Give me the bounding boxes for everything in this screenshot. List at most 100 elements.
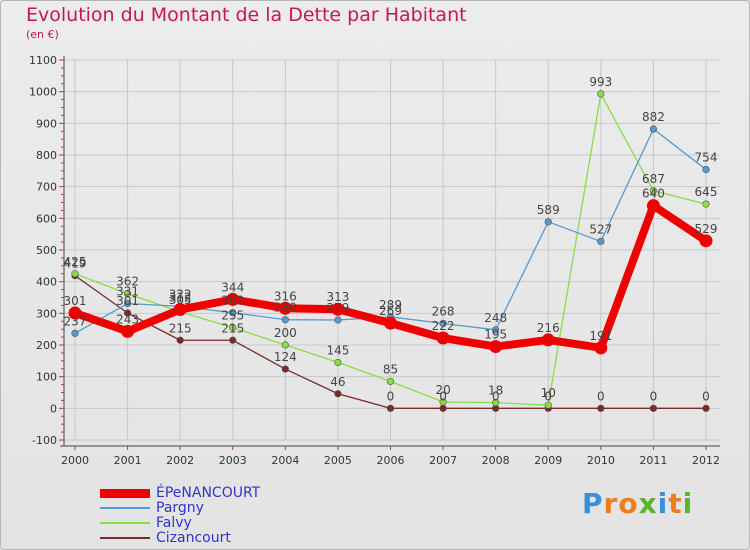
x-tick-label: 2012 xyxy=(692,454,720,467)
data-label: 645 xyxy=(695,185,718,199)
x-tick-label: 2001 xyxy=(114,454,142,467)
data-point xyxy=(71,329,79,337)
y-tick-label: 600 xyxy=(36,212,57,225)
data-label: 124 xyxy=(274,350,297,364)
y-tick-label: 200 xyxy=(36,339,57,352)
data-label: 243 xyxy=(116,312,139,326)
logo-letter: i xyxy=(682,487,694,520)
x-tick-label: 2009 xyxy=(534,454,562,467)
data-point xyxy=(281,365,289,373)
data-label: 200 xyxy=(274,326,297,340)
data-label: 0 xyxy=(439,389,447,403)
x-tick-label: 2005 xyxy=(324,454,352,467)
data-point xyxy=(176,336,184,344)
data-point xyxy=(492,399,500,407)
data-label: 301 xyxy=(64,294,87,308)
data-label: 527 xyxy=(589,222,612,236)
data-label: 419 xyxy=(64,257,87,271)
chart-title: Evolution du Montant de la Dette par Hab… xyxy=(26,4,467,26)
x-tick-label: 2003 xyxy=(219,454,247,467)
y-tick-label: 1000 xyxy=(29,86,57,99)
data-point xyxy=(229,323,237,332)
data-point xyxy=(123,290,132,298)
data-label: 20 xyxy=(435,383,450,397)
logo-letter: x xyxy=(638,487,658,520)
data-label: 10 xyxy=(541,386,556,400)
data-point xyxy=(436,331,450,345)
data-label: 993 xyxy=(589,75,612,89)
data-label: 0 xyxy=(597,389,605,403)
data-label: 312 xyxy=(169,291,192,305)
data-point xyxy=(649,404,658,412)
data-label: 331 xyxy=(116,285,139,299)
legend-label: Falvy xyxy=(156,515,192,531)
y-tick-label: 400 xyxy=(36,276,57,289)
legend-swatch xyxy=(100,488,150,498)
logo-letter: r xyxy=(603,487,619,520)
data-label: 589 xyxy=(537,203,560,217)
y-tick-label: 0 xyxy=(50,402,57,415)
data-label-layer: 301 243 312 344 316 313 269 222 195 216 191 640 529 2… xyxy=(64,75,718,403)
data-label: 640 xyxy=(642,187,665,201)
y-tick-label: 100 xyxy=(36,371,57,384)
data-point xyxy=(281,316,289,324)
data-point xyxy=(226,292,240,306)
data-label: 0 xyxy=(650,389,658,403)
x-tick-label: 2004 xyxy=(271,454,299,467)
logo-letter: P xyxy=(582,487,604,520)
data-point xyxy=(334,390,342,398)
data-point xyxy=(544,218,552,226)
data-label: 305 xyxy=(169,293,192,307)
data-label: 425 xyxy=(64,255,87,269)
data-point xyxy=(646,199,660,213)
data-label: 145 xyxy=(326,343,349,357)
data-point xyxy=(281,341,289,349)
y-tick-label: 700 xyxy=(36,181,57,194)
data-label: 215 xyxy=(221,321,244,335)
data-point xyxy=(597,404,605,412)
data-label: 313 xyxy=(326,290,349,304)
data-label: 268 xyxy=(432,304,455,318)
y-tick-label: 1100 xyxy=(29,54,57,67)
legend-swatch xyxy=(100,537,150,539)
data-point xyxy=(278,301,292,315)
x-tick-label: 2007 xyxy=(429,454,457,467)
data-label: 237 xyxy=(64,314,87,328)
y-tick-label: 500 xyxy=(36,244,57,257)
data-label: 289 xyxy=(379,298,402,312)
data-point xyxy=(492,326,500,334)
logo-letter: t xyxy=(668,487,683,520)
axis-layer: -100010020030040050060070080090010001100… xyxy=(29,54,720,467)
y-tick-label: -100 xyxy=(32,434,57,447)
data-point xyxy=(597,237,605,246)
legend-swatch xyxy=(100,507,150,509)
data-point xyxy=(334,358,342,367)
data-label: 215 xyxy=(169,321,192,335)
data-point xyxy=(68,306,82,320)
data-label: 529 xyxy=(695,222,718,236)
data-point xyxy=(699,234,713,248)
data-point xyxy=(123,299,132,308)
legend-label: ÉPeNANCOURT xyxy=(156,485,261,501)
data-point xyxy=(594,341,608,355)
data-point xyxy=(334,316,342,324)
data-point xyxy=(123,309,132,317)
proxiti-logo: Proxiti xyxy=(582,487,693,520)
y-tick-label: 800 xyxy=(36,149,57,162)
data-label: 754 xyxy=(695,151,718,165)
y-tick-label: 300 xyxy=(36,307,57,320)
x-tick-label: 2000 xyxy=(61,454,89,467)
data-label: 301 xyxy=(116,294,139,308)
data-point xyxy=(439,398,447,406)
data-label: 222 xyxy=(432,319,455,333)
data-point xyxy=(702,404,710,412)
legend-swatch xyxy=(100,522,150,524)
y-tick-label: 900 xyxy=(36,117,57,130)
logo-letter: o xyxy=(618,487,639,520)
data-point xyxy=(649,125,658,133)
data-point xyxy=(386,377,395,386)
data-label: 687 xyxy=(642,172,665,186)
data-point xyxy=(439,404,447,412)
data-point xyxy=(489,340,503,354)
